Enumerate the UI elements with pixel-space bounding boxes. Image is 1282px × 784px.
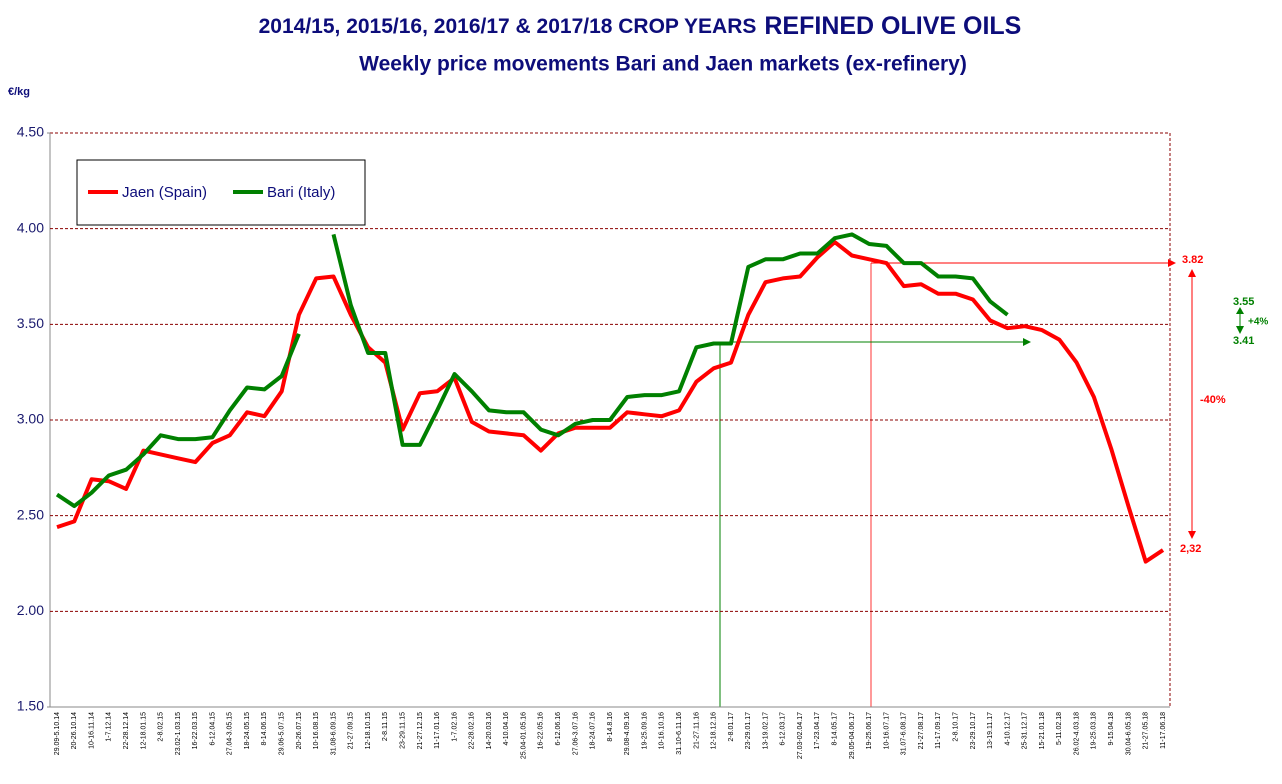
x-tick-label: 12-18.10.15	[365, 712, 372, 749]
x-tick-label: 5-11.02.18	[1056, 712, 1063, 745]
x-tick-label: 21-27.12.15	[417, 712, 424, 749]
x-tick-label: 18-24.07.16	[590, 712, 597, 749]
series-line	[55, 232, 1009, 509]
y-axis-label: €/kg	[8, 86, 30, 98]
x-tick-label: 29.06-5.07.15	[279, 712, 286, 755]
y-tick-label: 2.50	[17, 506, 44, 522]
x-tick-label: 11-17.09.17	[935, 712, 942, 749]
x-tick-label: 23.02-1.03.15	[175, 712, 182, 755]
x-tick-label: 2-8.01.17	[728, 712, 735, 742]
x-tick-label: 17-23.04.17	[814, 712, 821, 749]
x-tick-label: 25.04-01.05.16	[520, 712, 527, 759]
x-tick-label: 6-12.06.16	[555, 712, 562, 746]
x-tick-label: 21-27.05.18	[1143, 712, 1150, 749]
x-tick-label: 25-31.12.17	[1022, 712, 1029, 749]
x-tick-label: 19-25.09.16	[641, 712, 648, 749]
x-tick-label: 22-28.02.16	[469, 712, 476, 749]
x-tick-label: 11-17.06.18	[1160, 712, 1167, 749]
x-tick-label: 10-16.11.14	[88, 712, 95, 749]
x-tick-label: 16-22.03.15	[192, 712, 199, 749]
x-tick-label: 19-25.03.18	[1091, 712, 1098, 749]
legend-label: Bari (Italy)	[267, 184, 335, 201]
x-tick-label: 13-19.02.17	[762, 712, 769, 749]
annotation: 3.41	[1233, 335, 1254, 347]
x-tick-label: 16-22.05.16	[538, 712, 545, 749]
x-tick-label: 31.10-6.11.16	[676, 712, 683, 755]
x-tick-label: 12-18.12.16	[711, 712, 718, 749]
x-tick-label: 4-10.04.16	[503, 712, 510, 746]
x-tick-label: 31.07-6.08.17	[901, 712, 908, 755]
title-part: 2014/15, 2015/16, 2016/17 & 2017/18 CROP…	[259, 15, 757, 38]
x-tick-label: 11-17.01.16	[434, 712, 441, 749]
x-tick-label: 13-19.11.17	[987, 712, 994, 749]
x-tick-label: 19-25.06.17	[866, 712, 873, 749]
x-tick-label: 6-12.04.15	[209, 712, 216, 746]
chart-title: 2014/15, 2015/16, 2016/17 & 2017/18 CROP…	[259, 12, 1022, 40]
x-tick-label: 20-26.07.15	[296, 712, 303, 749]
y-tick-label: 3.00	[17, 411, 44, 427]
x-tick-label: 26.02-4.03.18	[1073, 712, 1080, 755]
y-tick-label: 4.50	[17, 124, 44, 140]
x-tick-label: 20-26.10.14	[71, 712, 78, 749]
x-tick-label: 8-14.05.17	[832, 712, 839, 746]
annotation: 3.55	[1233, 296, 1254, 308]
x-tick-label: 4-10.12.17	[1004, 712, 1011, 746]
legend	[76, 159, 366, 226]
x-tick-label: 8-14.8.16	[607, 712, 614, 742]
annotation: 3.82	[1182, 254, 1203, 266]
x-tick-label: 23-29.10.17	[970, 712, 977, 749]
x-tick-label: 21-27.09.15	[348, 712, 355, 749]
y-tick-label: 4.00	[17, 219, 44, 235]
x-tick-label: 12-18.01.15	[140, 712, 147, 749]
annotation: +4%	[1248, 317, 1268, 328]
x-tick-label: 31.08-6.09.15	[330, 712, 337, 755]
x-tick-label: 22-28.12.14	[123, 712, 130, 749]
x-tick-label: 1-7.02.16	[451, 712, 458, 742]
x-tick-label: 15-21.01.18	[1039, 712, 1046, 749]
x-tick-label: 27.04-3.05.15	[227, 712, 234, 755]
x-tick-label: 23-29.01.17	[745, 712, 752, 749]
x-tick-label: 6-12.03.17	[780, 712, 787, 746]
x-tick-label: 10-16.08.15	[313, 712, 320, 749]
chart-subtitle: Weekly price movements Bari and Jaen mar…	[359, 53, 967, 76]
x-tick-label: 1-7.12.14	[106, 712, 113, 742]
y-tick-label: 2.00	[17, 602, 44, 618]
annotation: 2,32	[1180, 543, 1201, 555]
x-tick-label: 2-8.11.15	[382, 712, 389, 741]
x-tick-label: 27.06-3.07.16	[572, 712, 579, 755]
x-tick-label: 2-8.02.15	[158, 712, 165, 742]
arrow-head	[1236, 307, 1244, 314]
x-tick-label: 21-27.11.16	[693, 712, 700, 749]
title-part: REFINED OLIVE OILS	[764, 12, 1021, 40]
x-tick-label: 18-24.05.15	[244, 712, 251, 749]
x-tick-label: 23-29.11.15	[399, 712, 406, 749]
x-tick-label: 29.05-04.06.17	[849, 712, 856, 759]
x-tick-label: 27.03-02.04.17	[797, 712, 804, 759]
x-tick-label: 29.09-5.10.14	[54, 712, 61, 755]
x-tick-label: 14-20.03.16	[486, 712, 493, 749]
annotation: -40%	[1200, 394, 1226, 406]
x-tick-label: 10-16.07.17	[883, 712, 890, 749]
legend-label: Jaen (Spain)	[122, 184, 207, 201]
x-tick-label: 2-8.10.17	[952, 712, 959, 742]
x-tick-label: 8-14.06.15	[261, 712, 268, 746]
series-line	[56, 240, 1165, 564]
y-tick-label: 3.50	[17, 315, 44, 331]
x-tick-label: 21-27.08.17	[918, 712, 925, 749]
y-tick-label: 1.50	[17, 698, 44, 714]
x-tick-label: 10-16.10.16	[659, 712, 666, 749]
x-tick-label: 30.04-6.05.18	[1125, 712, 1132, 755]
x-tick-label: 29.08-4.09.16	[624, 712, 631, 755]
x-tick-label: 9-15.04.18	[1108, 712, 1115, 746]
